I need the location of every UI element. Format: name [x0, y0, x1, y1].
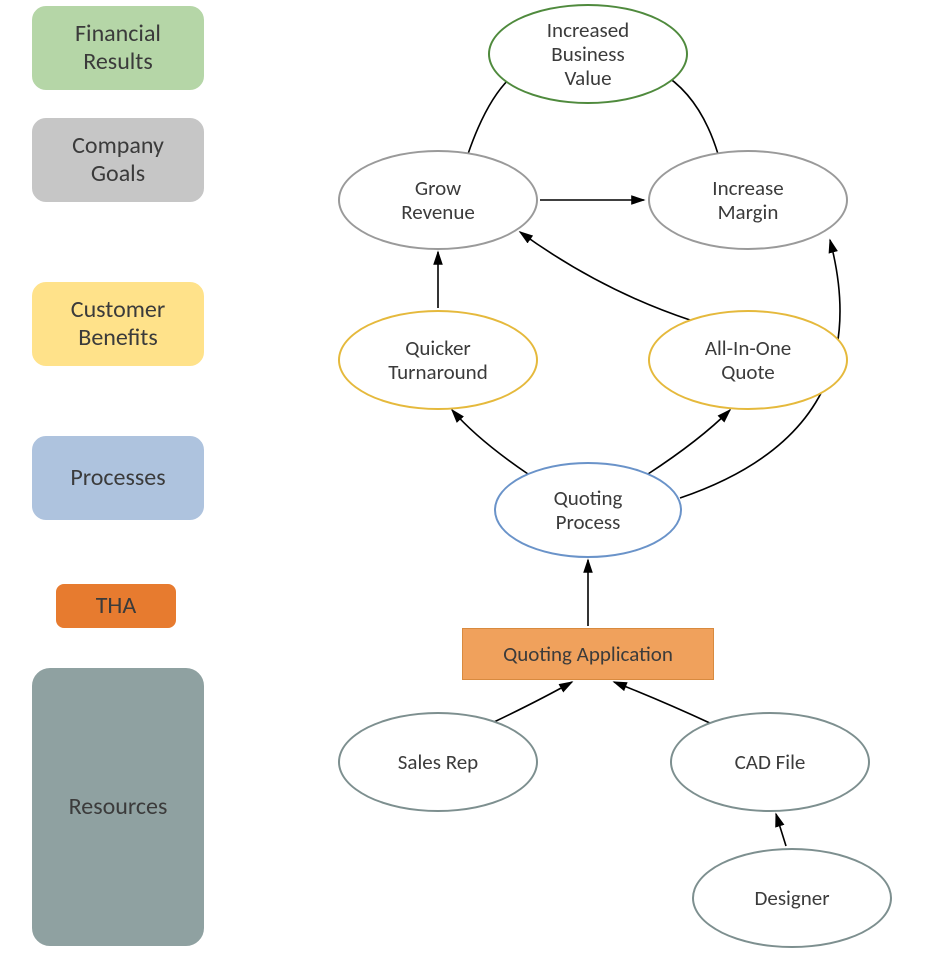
- node-quicker-turnaround: Quicker Turnaround: [338, 310, 538, 410]
- node-cad-file: CAD File: [670, 712, 870, 812]
- node-label-increased-business-value: Increased Business Value: [547, 18, 629, 90]
- legend-label-processes: Processes: [70, 464, 165, 492]
- node-label-increase-margin: Increase Margin: [712, 176, 783, 224]
- edge-increase-margin-to-increased-business-value: [660, 72, 718, 154]
- node-designer: Designer: [692, 848, 892, 948]
- node-increase-margin: Increase Margin: [648, 150, 848, 250]
- node-label-all-in-one-quote: All-In-One Quote: [705, 336, 791, 384]
- diagram-stage: Financial Results Company Goals Customer B…: [0, 0, 948, 962]
- legend-label-customer-benefits: Customer Benefits: [71, 296, 165, 351]
- legend-resources: Resources: [32, 668, 204, 946]
- edge-all-in-one-quote-to-grow-revenue: [520, 232, 690, 320]
- legend-processes: Processes: [32, 436, 204, 520]
- node-quoting-process: Quoting Process: [494, 462, 682, 558]
- node-all-in-one-quote: All-In-One Quote: [648, 310, 848, 410]
- node-label-quicker-turnaround: Quicker Turnaround: [388, 336, 488, 384]
- legend-label-tha: THA: [96, 592, 137, 620]
- node-sales-rep: Sales Rep: [338, 712, 538, 812]
- node-label-quoting-application: Quoting Application: [503, 641, 673, 667]
- node-label-quoting-process: Quoting Process: [554, 486, 623, 534]
- node-label-sales-rep: Sales Rep: [398, 750, 478, 774]
- node-grow-revenue: Grow Revenue: [338, 150, 538, 250]
- legend-label-company-goals: Company Goals: [72, 132, 164, 187]
- node-label-cad-file: CAD File: [735, 750, 806, 774]
- edge-quoting-process-to-all-in-one-quote: [648, 410, 730, 474]
- edge-sales-rep-to-quoting-application: [494, 682, 572, 722]
- node-label-grow-revenue: Grow Revenue: [401, 176, 475, 224]
- legend-company-goals: Company Goals: [32, 118, 204, 202]
- legend-label-financial-results: Financial Results: [75, 20, 161, 75]
- edge-designer-to-cad-file: [776, 814, 786, 846]
- legend-customer-benefits: Customer Benefits: [32, 282, 204, 366]
- node-label-designer: Designer: [754, 886, 829, 910]
- legend-financial-results: Financial Results: [32, 6, 204, 90]
- node-quoting-application: Quoting Application: [462, 628, 714, 680]
- legend-tha: THA: [56, 584, 176, 628]
- edge-quoting-process-to-quicker-turnaround: [452, 410, 528, 474]
- edge-cad-file-to-quoting-application: [614, 682, 712, 724]
- node-increased-business-value: Increased Business Value: [488, 4, 688, 104]
- legend-label-resources: Resources: [69, 793, 168, 821]
